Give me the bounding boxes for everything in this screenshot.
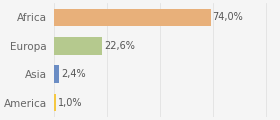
Bar [54, 65, 59, 83]
Text: 74,0%: 74,0% [213, 12, 243, 22]
Bar [54, 9, 211, 26]
Bar [54, 37, 102, 55]
Text: 2,4%: 2,4% [61, 69, 86, 79]
Text: 1,0%: 1,0% [58, 98, 83, 108]
Text: 22,6%: 22,6% [104, 41, 135, 51]
Bar [54, 94, 56, 111]
